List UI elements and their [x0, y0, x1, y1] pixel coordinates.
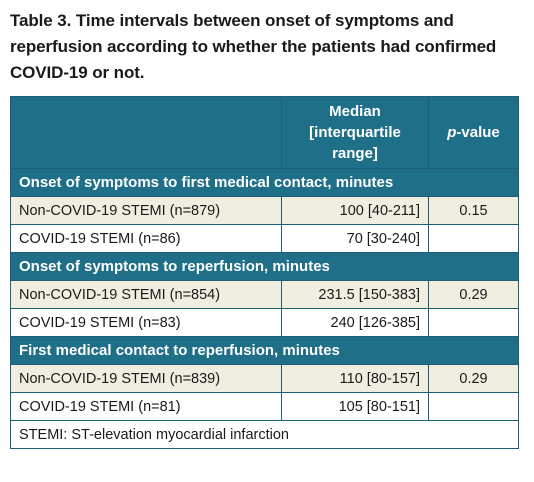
table-row: COVID-19 STEMI (n=83) 240 [126-385] — [10, 308, 519, 337]
section-title: First medical contact to reperfusion, mi… — [10, 336, 519, 365]
table-row: Non-COVID-19 STEMI (n=854) 231.5 [150-38… — [10, 280, 519, 309]
data-table: Median [interquartile range] p-value Ons… — [10, 96, 519, 449]
section-row: Onset of symptoms to first medical conta… — [10, 168, 519, 197]
row-p-value: 0.15 — [428, 196, 519, 225]
caption-line: COVID-19 or not. — [10, 63, 145, 82]
section-title: Onset of symptoms to reperfusion, minute… — [10, 252, 519, 281]
header-p-rest: -value — [456, 124, 500, 141]
row-label: Non-COVID-19 STEMI (n=879) — [10, 196, 282, 225]
row-p-value — [428, 224, 519, 253]
row-p-value — [428, 308, 519, 337]
footnote-row: STEMI: ST-elevation myocardial infarctio… — [10, 420, 519, 449]
header-blank — [10, 96, 282, 169]
row-median: 110 [80-157] — [281, 364, 429, 393]
row-median: 240 [126-385] — [281, 308, 429, 337]
header-median-line: range] — [332, 145, 378, 162]
row-median: 231.5 [150-383] — [281, 280, 429, 309]
caption-line: Table 3. Time intervals between onset of… — [10, 11, 454, 30]
row-label: Non-COVID-19 STEMI (n=839) — [10, 364, 282, 393]
header-median: Median [interquartile range] — [281, 96, 429, 169]
row-p-value: 0.29 — [428, 280, 519, 309]
table-caption: Table 3. Time intervals between onset of… — [10, 8, 520, 86]
row-label: COVID-19 STEMI (n=83) — [10, 308, 282, 337]
table-footnote: STEMI: ST-elevation myocardial infarctio… — [10, 420, 519, 449]
row-median: 70 [30-240] — [281, 224, 429, 253]
caption-line: reperfusion according to whether the pat… — [10, 37, 497, 56]
row-label: Non-COVID-19 STEMI (n=854) — [10, 280, 282, 309]
table-row: COVID-19 STEMI (n=81) 105 [80-151] — [10, 392, 519, 421]
row-p-value: 0.29 — [428, 364, 519, 393]
section-row: Onset of symptoms to reperfusion, minute… — [10, 252, 519, 281]
row-label: COVID-19 STEMI (n=86) — [10, 224, 282, 253]
row-median: 105 [80-151] — [281, 392, 429, 421]
header-p-value: p-value — [428, 96, 519, 169]
header-p-italic: p — [447, 124, 457, 141]
row-median: 100 [40-211] — [281, 196, 429, 225]
row-p-value — [428, 392, 519, 421]
section-row: First medical contact to reperfusion, mi… — [10, 336, 519, 365]
row-label: COVID-19 STEMI (n=81) — [10, 392, 282, 421]
table-row: COVID-19 STEMI (n=86) 70 [30-240] — [10, 224, 519, 253]
section-title: Onset of symptoms to first medical conta… — [10, 168, 519, 197]
table-row: Non-COVID-19 STEMI (n=839) 110 [80-157] … — [10, 364, 519, 393]
table-row: Non-COVID-19 STEMI (n=879) 100 [40-211] … — [10, 196, 519, 225]
header-median-line: [interquartile — [309, 124, 401, 141]
header-median-line: Median — [329, 103, 381, 120]
header-row: Median [interquartile range] p-value — [10, 96, 519, 169]
